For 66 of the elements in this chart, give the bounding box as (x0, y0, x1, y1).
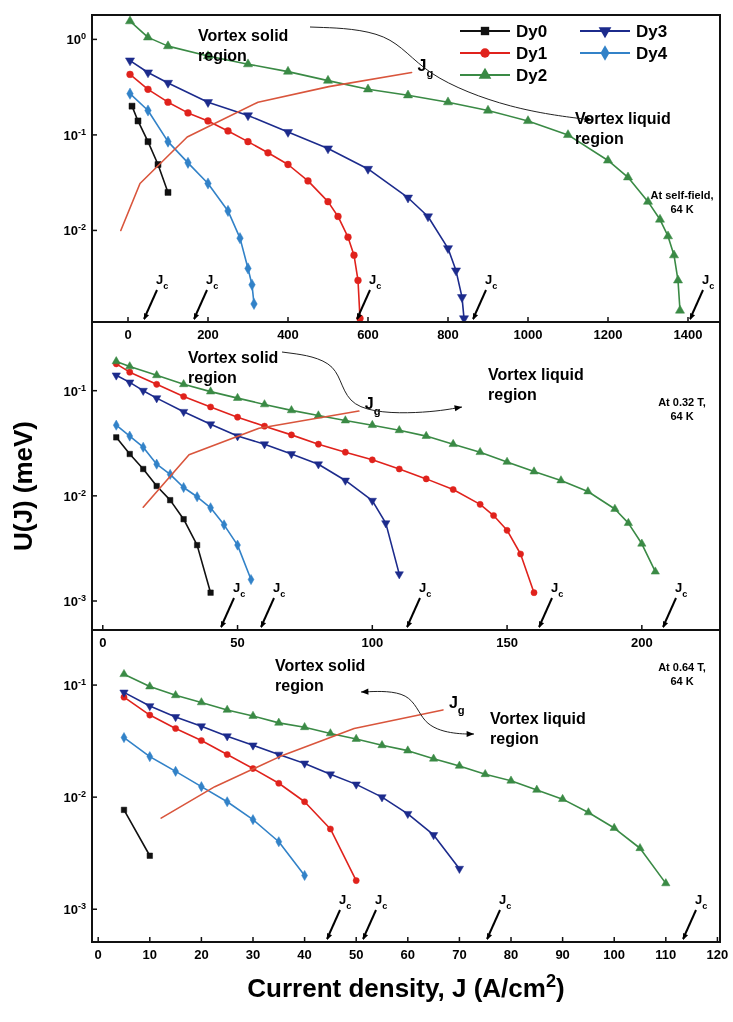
x-tick-label: 150 (496, 635, 518, 650)
annotation: J$_{c}$ (273, 580, 286, 599)
x-tick-label: 120 (706, 947, 729, 962)
x-tick-label: 200 (197, 327, 219, 342)
annotation: J$_{c}$ (206, 272, 219, 291)
annotation: J$_{g}$ (417, 56, 434, 79)
x-axis-title: Current density, J (A/cm$^{2}$) (247, 971, 565, 1003)
x-tick-label: 70 (452, 947, 467, 962)
annotation: J$_{g}$ (448, 693, 465, 716)
x-tick-label: 50 (230, 635, 245, 650)
x-tick-label: 50 (348, 947, 364, 962)
legend-label: Dy3 (636, 22, 668, 41)
annotation: J$_{c}$ (695, 892, 708, 911)
x-tick-label: 90 (555, 947, 570, 962)
x-tick-label: 100 (603, 947, 626, 962)
annotation: Vortex liquid region (490, 710, 586, 747)
legend-label: Dy0 (516, 22, 548, 41)
annotation: Vortex solid region (188, 349, 279, 386)
annotation: J$_{c}$ (369, 272, 382, 291)
annotation: Vortex liquid region (488, 366, 584, 403)
x-tick-label: 0 (124, 327, 132, 342)
x-tick-label: 60 (400, 947, 416, 962)
annotation: At 0.32 T, 64 K (658, 396, 706, 422)
x-tick-label: 0 (94, 947, 102, 962)
x-tick-label: 1200 (593, 327, 623, 342)
y-tick-label: 10$^{-2}$ (63, 222, 86, 239)
x-tick-label: 20 (194, 947, 209, 962)
x-tick-label: 800 (437, 327, 459, 342)
x-tick-label: 100 (361, 635, 384, 650)
annotation: J$_{c}$ (233, 580, 246, 599)
x-tick-label: 30 (245, 947, 261, 962)
annotation: At 0.64 T, 64 K (658, 661, 706, 687)
annotation: J$_{c}$ (485, 272, 498, 291)
x-tick-label: 40 (297, 947, 312, 962)
y-tick-label: 10$^{-2}$ (63, 789, 86, 806)
annotation: J$_{c}$ (156, 272, 169, 291)
x-tick-label: 1400 (673, 327, 703, 342)
x-tick-label: 1000 (513, 327, 543, 342)
annotation: J$_{c}$ (375, 892, 388, 911)
y-tick-label: 10$^{-3}$ (63, 593, 86, 610)
legend-label: Dy1 (516, 44, 548, 63)
x-tick-label: 0 (99, 635, 107, 650)
annotation: Vortex liquid region (575, 110, 671, 147)
y-tick-label: 10$^{-1}$ (63, 382, 86, 399)
legend-label: Dy2 (516, 66, 548, 85)
legend-label: Dy4 (636, 44, 668, 63)
y-tick-label: 10$^{0}$ (66, 31, 86, 48)
annotation: J$_{c}$ (551, 580, 564, 599)
annotation: J$_{c}$ (499, 892, 512, 911)
x-tick-label: 200 (630, 635, 653, 650)
y-tick-label: 10$^{-3}$ (63, 901, 86, 918)
y-axis-title: U(J) (meV) (8, 420, 38, 552)
x-tick-label: 400 (277, 327, 299, 342)
annotation: J$_{c}$ (702, 272, 715, 291)
annotation: J$_{c}$ (675, 580, 688, 599)
y-tick-label: 10$^{-2}$ (63, 487, 86, 504)
annotation: Vortex solid region (275, 657, 366, 694)
annotation: At self-field, 64 K (650, 189, 714, 215)
annotation: J$_{c}$ (419, 580, 432, 599)
y-tick-label: 10$^{-1}$ (63, 677, 86, 694)
x-tick-label: 80 (503, 947, 519, 962)
x-tick-label: 10 (142, 947, 158, 962)
y-tick-label: 10$^{-1}$ (63, 126, 86, 143)
x-tick-label: 110 (655, 947, 677, 962)
annotation: J$_{c}$ (339, 892, 352, 911)
x-tick-label: 600 (357, 327, 379, 342)
